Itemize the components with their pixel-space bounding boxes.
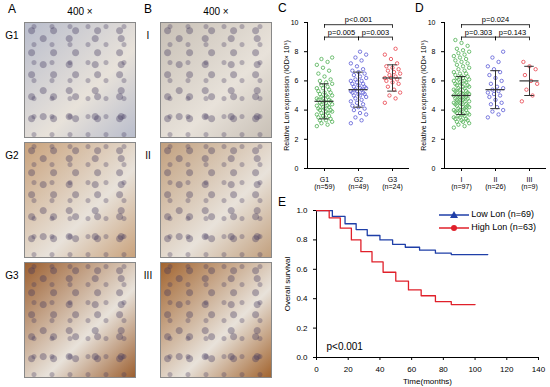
svg-text:2: 2 (432, 136, 436, 143)
svg-text:II(n=26): II(n=26) (485, 176, 505, 191)
svg-text:40: 40 (375, 365, 384, 374)
svg-text:140: 140 (532, 365, 546, 374)
svg-text:G1(n=59): G1(n=59) (314, 176, 334, 191)
svg-text:0.6: 0.6 (296, 265, 308, 274)
svg-text:10: 10 (428, 19, 436, 26)
html-text:D: D (415, 1, 424, 15)
svg-text:4: 4 (432, 106, 436, 113)
svg-text:1.0: 1.0 (296, 206, 308, 215)
html-text:E: E (278, 195, 286, 209)
html-text:II: II (145, 150, 151, 161)
svg-text:0.8: 0.8 (296, 235, 308, 244)
html-text:Low Lon (n=69): Low Lon (n=69) (468, 209, 534, 219)
html-text:I: I (146, 30, 150, 41)
svg-text:p=0.143: p=0.143 (499, 27, 526, 36)
svg-text:0: 0 (432, 165, 436, 172)
html-text:High Lon (n=63): High Lon (n=63) (468, 222, 536, 232)
html-text:400 ×: 400 × (203, 6, 229, 17)
svg-text:6: 6 (295, 77, 299, 84)
html-text:400 ×: 400 × (67, 6, 93, 17)
svg-text:I(n=97): I(n=97) (451, 176, 471, 191)
svg-text:Time(months): Time(months) (403, 377, 452, 386)
svg-text:Overall survival: Overall survival (283, 256, 292, 311)
svg-text:Relative Lon expression (IOD×: Relative Lon expression (IOD× 10⁵) (420, 40, 428, 150)
svg-text:0.2: 0.2 (296, 324, 308, 333)
svg-text:p<0.001: p<0.001 (345, 15, 372, 24)
svg-text:80: 80 (439, 365, 448, 374)
svg-text:G2(n=49): G2(n=49) (348, 176, 368, 191)
svg-text:p=0.303: p=0.303 (465, 27, 492, 36)
svg-text:0: 0 (295, 165, 299, 172)
html-text:B: B (144, 2, 152, 16)
html-text:C: C (278, 1, 287, 15)
svg-text:8: 8 (432, 48, 436, 55)
svg-text:0.4: 0.4 (296, 294, 308, 303)
svg-text:p=0.024: p=0.024 (482, 15, 509, 24)
html-text:III: III (143, 270, 153, 281)
svg-text:p=0.005: p=0.005 (328, 27, 355, 36)
svg-text:10: 10 (291, 19, 299, 26)
svg-text:20: 20 (344, 365, 353, 374)
html-text:G2: G2 (5, 150, 19, 161)
svg-text:0.0: 0.0 (296, 353, 308, 362)
html-text:G1: G1 (5, 30, 19, 41)
svg-text:100: 100 (468, 365, 482, 374)
svg-text:120: 120 (500, 365, 514, 374)
svg-text:G3(n=24): G3(n=24) (382, 176, 402, 191)
svg-text:8: 8 (295, 48, 299, 55)
svg-text:2: 2 (295, 136, 299, 143)
html-text:A: A (8, 2, 16, 16)
svg-text:0: 0 (314, 365, 319, 374)
svg-text:III(n=9): III(n=9) (521, 176, 538, 191)
svg-text:4: 4 (295, 106, 299, 113)
html-text:G3: G3 (5, 270, 19, 281)
svg-text:Relative Lon expression (IOD×: Relative Lon expression (IOD× 10⁵) (283, 40, 291, 150)
svg-text:p=0.003: p=0.003 (362, 27, 389, 36)
svg-text:p<0.001: p<0.001 (327, 341, 364, 352)
svg-text:60: 60 (407, 365, 416, 374)
svg-text:6: 6 (432, 77, 436, 84)
